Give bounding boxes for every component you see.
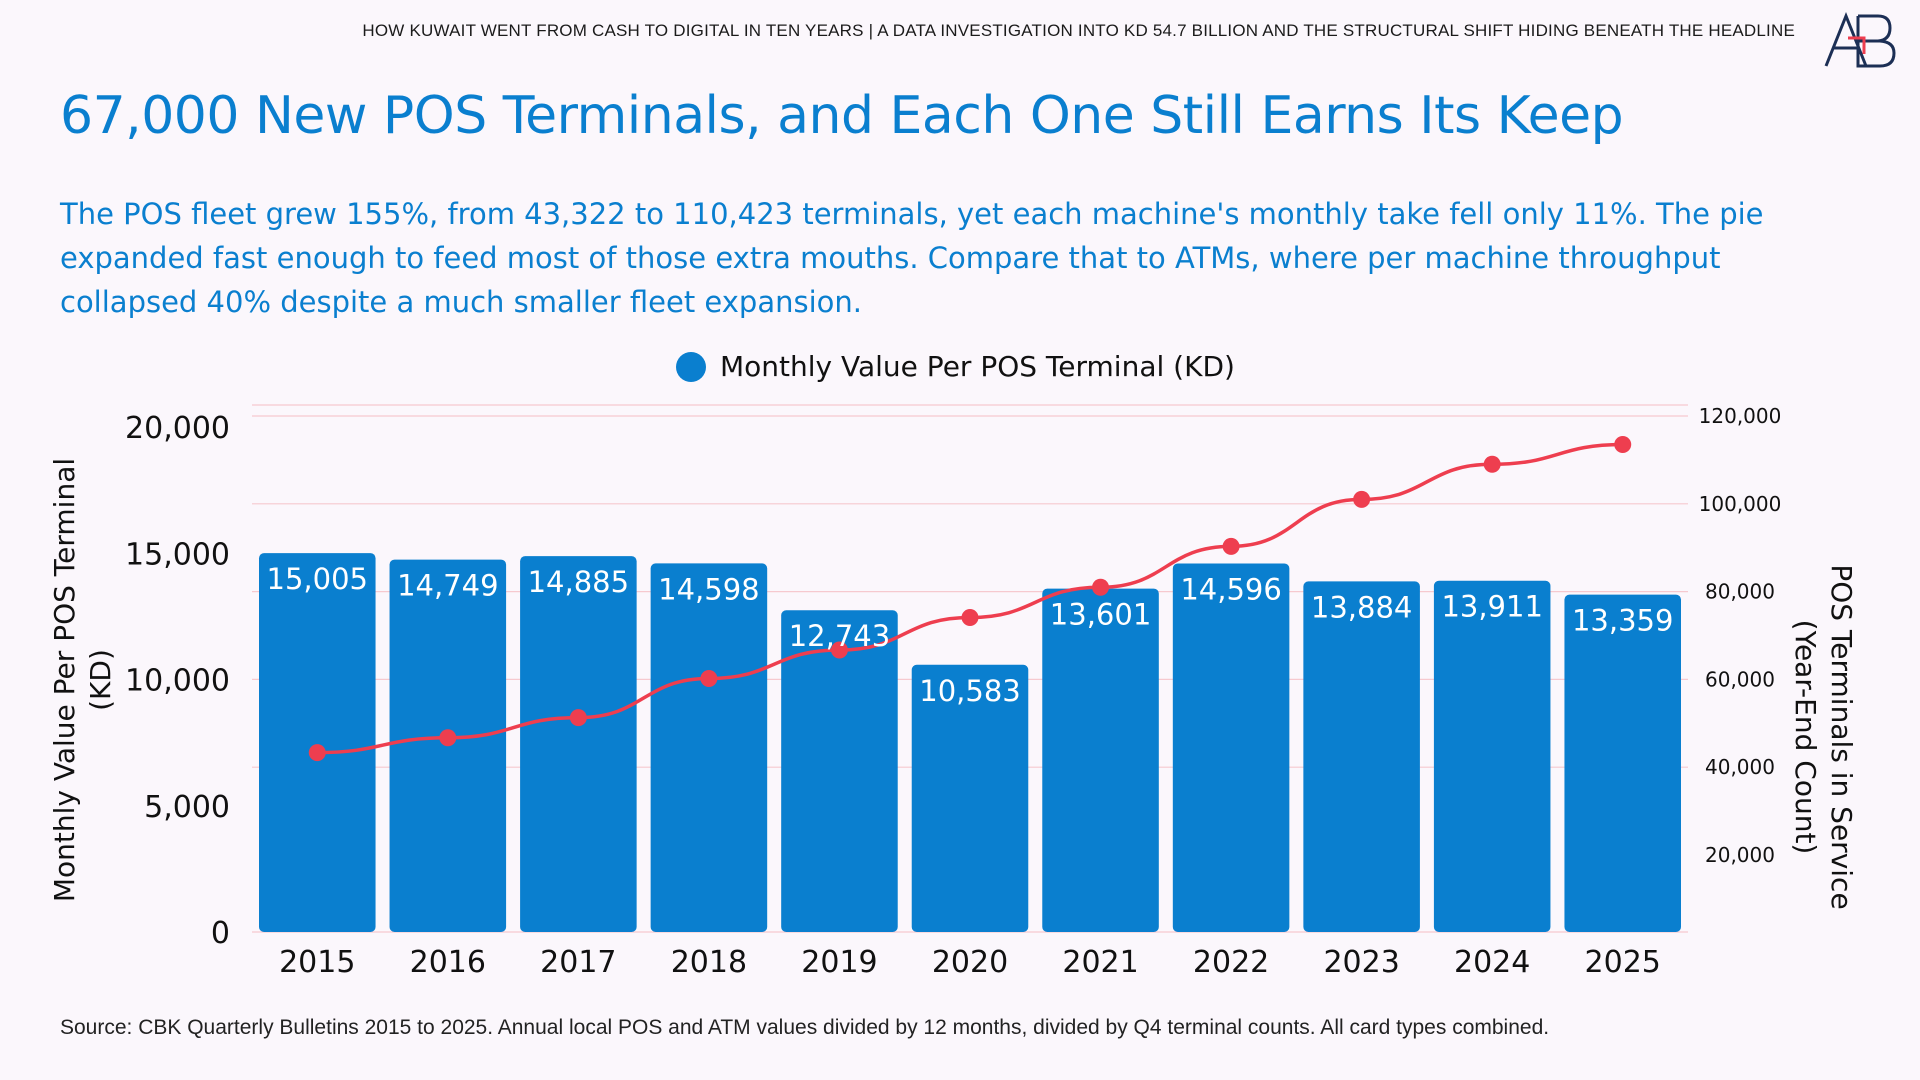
x-tick-label: 2016 [410,945,486,980]
terminals-point-2019 [830,641,848,659]
chart-legend: Monthly Value Per POS Terminal (KD) [676,350,1235,383]
bar-label-2018: 14,598 [658,572,759,606]
x-tick-label: 2018 [671,945,747,980]
terminals-point-2025 [1614,436,1632,454]
terminals-point-2023 [1353,490,1371,508]
y2-tick-label: 100,000 [1699,492,1782,516]
y-tick-label: 10,000 [125,664,230,699]
bar-2023 [1303,581,1420,932]
page-subtitle: The POS fleet grew 155%, from 43,322 to … [60,197,1764,319]
bar-label-2025: 13,359 [1572,604,1673,638]
bar-2021 [1042,588,1159,932]
x-tick-label: 2025 [1585,945,1661,980]
bar-2015 [259,553,376,932]
bar-2024 [1433,580,1551,932]
bar-label-2020: 10,583 [919,674,1020,708]
y2-tick-label: 80,000 [1705,580,1775,604]
x-tick-label: 2020 [932,945,1008,980]
terminals-point-2024 [1483,455,1501,473]
terminals-point-2022 [1222,537,1240,555]
bar-label-2021: 13,601 [1050,598,1151,632]
legend-label: Monthly Value Per POS Terminal (KD) [720,350,1235,383]
terminals-point-2020 [961,609,979,627]
bar-2019 [781,610,898,932]
bar-label-2019: 12,743 [789,619,890,653]
bar-2020 [911,664,1029,932]
terminals-point-2015 [308,744,326,762]
y2-tick-label: 60,000 [1705,667,1775,691]
y-tick-label: 5,000 [144,790,230,825]
bar-label-2023: 13,884 [1311,590,1412,624]
page-title: 67,000 New POS Terminals, and Each One S… [60,86,1624,146]
y-tick-label: 0 [211,916,230,951]
y2-axis-title: POS Terminals in Service(Year-End Count) [1789,564,1858,909]
y-axis-title: Monthly Value Per POS Terminal (KD) [48,458,117,902]
bar-label-2024: 13,911 [1441,590,1542,624]
x-tick-label: 2022 [1193,945,1269,980]
bar-2025 [1564,594,1681,932]
bar-label-2016: 14,749 [397,569,498,603]
y2-tick-label: 120,000 [1699,404,1782,428]
x-tick-label: 2021 [1062,945,1138,980]
terminals-point-2021 [1092,578,1110,596]
y2-tick-label: 40,000 [1705,755,1775,779]
terminals-point-2016 [439,729,457,747]
x-tick-label: 2019 [801,945,877,980]
y-tick-label: 20,000 [125,411,230,446]
bar-2022 [1172,563,1290,932]
x-tick-label: 2024 [1454,945,1530,980]
x-tick-label: 2023 [1323,945,1399,980]
legend-swatch-icon [676,351,706,382]
ab-logo-icon [1824,11,1896,68]
bar-label-2022: 14,596 [1180,572,1281,606]
terminals-point-2018 [700,670,718,688]
terminals-point-2017 [569,709,587,727]
bar-2018 [650,563,768,932]
y2-tick-label: 20,000 [1705,843,1775,867]
bar-label-2015: 15,005 [267,562,368,596]
bar-label-2017: 14,885 [528,565,629,599]
x-tick-label: 2015 [279,945,355,980]
kicker-text: HOW KUWAIT WENT FROM CASH TO DIGITAL IN … [362,21,1795,40]
source-note: Source: CBK Quarterly Bulletins 2015 to … [60,1016,1550,1039]
x-tick-label: 2017 [540,945,616,980]
y-tick-label: 15,000 [125,537,230,572]
bar-2017 [520,556,637,932]
